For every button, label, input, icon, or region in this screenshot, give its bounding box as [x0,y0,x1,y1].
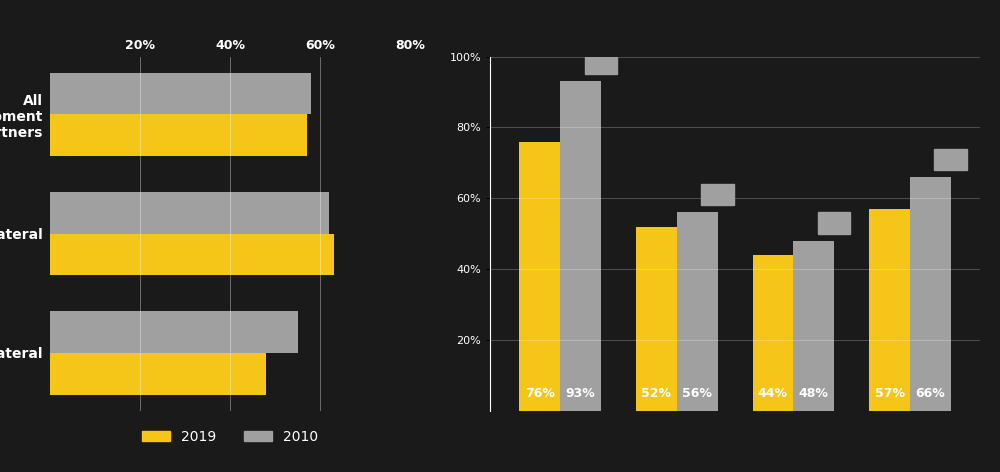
Legend: 2019, 2010: 2019, 2010 [136,425,324,450]
Bar [910,177,951,411]
Bar [50,114,306,156]
Bar [50,234,334,275]
Bar [50,311,298,353]
Bar [636,227,677,411]
Bar [701,184,734,205]
Bar [677,212,718,411]
Bar [934,149,967,170]
Bar [869,209,910,411]
Text: 52%: 52% [641,387,671,400]
Bar [50,192,329,234]
Text: 93%: 93% [566,387,595,400]
Bar [519,142,560,411]
Text: 57%: 57% [875,387,905,400]
Text: 44%: 44% [758,387,788,400]
Bar [818,212,850,234]
Bar [560,81,601,411]
Bar [50,353,266,395]
Text: 48%: 48% [799,387,829,400]
Text: 76%: 76% [525,387,555,400]
Text: 56%: 56% [682,387,712,400]
Bar [793,241,834,411]
Text: 66%: 66% [916,387,945,400]
Bar [50,73,311,114]
Bar [584,53,617,74]
Bar [753,255,793,411]
